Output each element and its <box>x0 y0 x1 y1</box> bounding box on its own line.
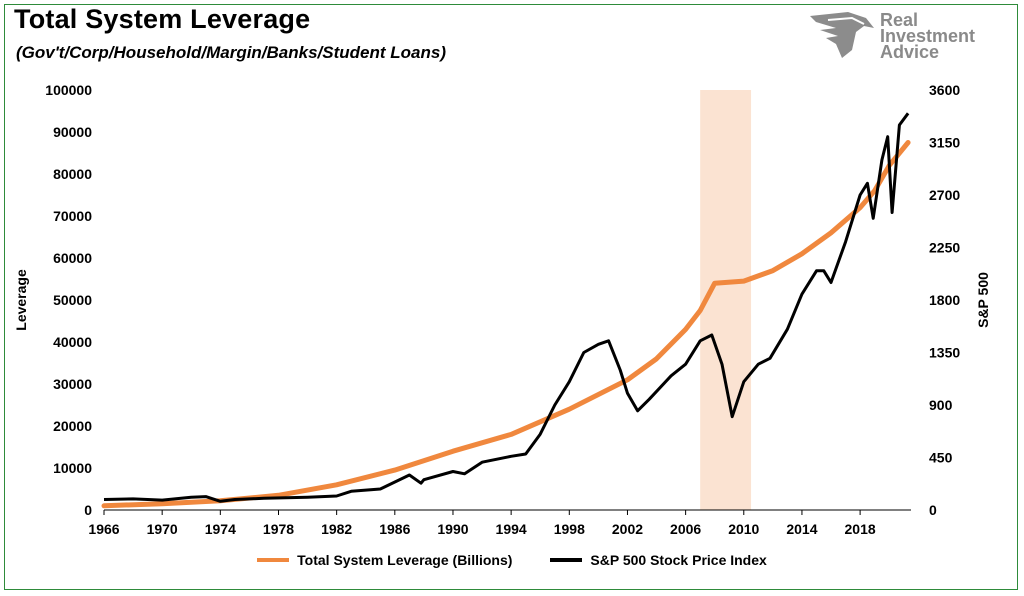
right-tick-label: 2700 <box>929 187 960 203</box>
brand-line-3: Advice <box>880 42 940 62</box>
x-tick-label: 1978 <box>263 521 294 537</box>
right-tick-label: 450 <box>929 450 953 466</box>
left-tick-label: 20000 <box>53 418 92 434</box>
left-axis-ticks: 1000009000080000700006000050000400003000… <box>45 82 92 518</box>
right-tick-label: 3150 <box>929 135 960 151</box>
chart-legend: Total System Leverage (Billions) S&P 500… <box>0 552 1024 568</box>
brand-name: Real Investment Advice <box>880 10 976 62</box>
chart-frame <box>4 4 1018 590</box>
chart-subtitle: (Gov't/Corp/Household/Margin/Banks/Stude… <box>16 43 446 62</box>
x-tick-label: 2006 <box>670 521 701 537</box>
x-tick-label: 2014 <box>786 521 817 537</box>
legend-item-sp500: S&P 500 Stock Price Index <box>550 552 767 568</box>
x-tick-label: 2018 <box>845 521 876 537</box>
x-tick-label: 2010 <box>728 521 759 537</box>
x-tick-label: 1966 <box>88 521 119 537</box>
right-tick-label: 0 <box>929 502 937 518</box>
left-tick-label: 50000 <box>53 292 92 308</box>
right-axis-label: S&P 500 <box>975 272 991 328</box>
legend-swatch-sp500 <box>550 558 583 562</box>
legend-swatch-leverage <box>257 558 290 562</box>
left-tick-label: 40000 <box>53 334 92 350</box>
x-axis-ticks: 1966 1970 1974 1978 1982 1986 1990 1994 1998 2002… <box>88 510 876 537</box>
legend-label-sp500: S&P 500 Stock Price Index <box>590 552 767 568</box>
left-tick-label: 10000 <box>53 460 92 476</box>
eagle-logo-icon <box>810 12 874 58</box>
chart-title: Total System Leverage <box>14 4 311 34</box>
left-tick-label: 80000 <box>53 166 92 182</box>
left-tick-label: 100000 <box>45 82 92 98</box>
right-tick-label: 900 <box>929 397 953 413</box>
x-tick-label: 1974 <box>205 521 236 537</box>
x-tick-label: 1986 <box>379 521 410 537</box>
brand-line-2: Investment <box>880 26 976 46</box>
legend-item-leverage: Total System Leverage (Billions) <box>257 552 512 568</box>
x-tick-label: 1998 <box>554 521 585 537</box>
right-tick-label: 2250 <box>929 240 960 256</box>
left-tick-label: 30000 <box>53 376 92 392</box>
x-tick-label: 1994 <box>496 521 527 537</box>
left-tick-label: 70000 <box>53 208 92 224</box>
x-tick-label: 1990 <box>437 521 468 537</box>
left-tick-label: 90000 <box>53 124 92 140</box>
x-tick-label: 1970 <box>147 521 178 537</box>
legend-label-leverage: Total System Leverage (Billions) <box>297 552 513 568</box>
right-tick-label: 1800 <box>929 292 960 308</box>
x-tick-label: 2002 <box>612 521 643 537</box>
left-tick-label: 60000 <box>53 250 92 266</box>
x-tick-label: 1982 <box>321 521 352 537</box>
sp500-series-line <box>103 112 910 503</box>
recession-shading <box>700 90 752 510</box>
brand-line-1: Real <box>880 10 919 30</box>
right-axis-ticks: 3600 3150 2700 2250 1800 1350 900 450 0 <box>929 82 960 518</box>
leverage-series-line <box>101 140 911 509</box>
right-tick-label: 1350 <box>929 345 960 361</box>
left-axis-label: Leverage <box>13 269 29 331</box>
right-tick-label: 3600 <box>929 82 960 98</box>
left-tick-label: 0 <box>84 502 92 518</box>
